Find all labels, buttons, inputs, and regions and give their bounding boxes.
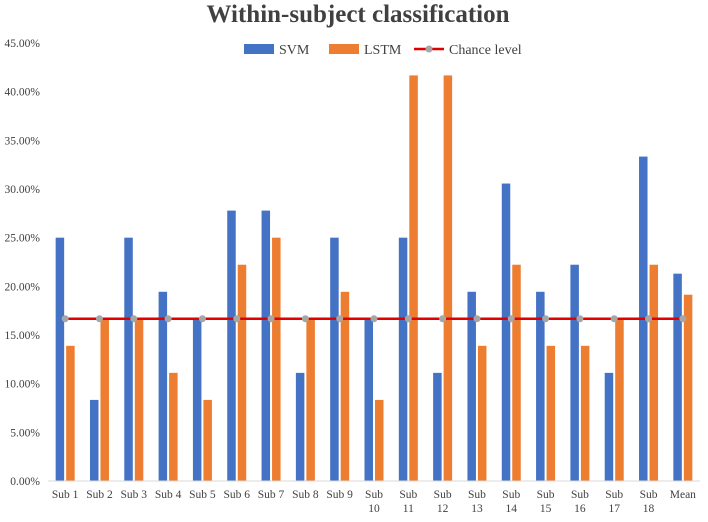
- bar-svm: [192, 318, 202, 481]
- y-tick-label: 40.00%: [5, 87, 41, 99]
- chance-level-marker: [473, 315, 481, 323]
- x-tick-label: Sub 10: [365, 489, 383, 515]
- chance-level-marker: [576, 315, 584, 323]
- bar-lstm: [615, 318, 624, 481]
- chance-level-line: [61, 315, 687, 323]
- bar-lstm: [100, 318, 109, 481]
- x-tick-label: Sub 7: [258, 489, 285, 501]
- x-tick-label: Sub 5: [189, 489, 216, 501]
- legend-swatch-svm: [244, 44, 274, 54]
- bar-svm: [398, 237, 408, 481]
- bar-lstm: [340, 291, 350, 481]
- legend-swatch-lstm: [329, 44, 359, 54]
- bar-svm: [89, 399, 99, 481]
- bar-lstm: [272, 237, 281, 481]
- legend-marker-chance-level: [425, 45, 433, 53]
- bar-lstm: [375, 399, 384, 481]
- y-tick-label: 5.00%: [10, 427, 40, 439]
- bar-lstm: [306, 318, 315, 481]
- y-tick-label: 0.00%: [10, 476, 40, 488]
- bars: [55, 75, 693, 482]
- chance-level-marker: [645, 315, 653, 323]
- chart-title: Within-subject classification: [206, 1, 509, 28]
- x-tick-label: Sub 12: [434, 489, 452, 515]
- chance-level-marker: [610, 315, 618, 323]
- bar-lstm: [580, 345, 590, 481]
- y-tick-label: 45.00%: [5, 38, 41, 50]
- bar-svm: [158, 291, 168, 481]
- y-tick-label: 15.00%: [5, 330, 41, 342]
- x-tick-label: Sub 14: [502, 489, 520, 515]
- y-axis: 0.00% 5.00% 10.00% 15.00% 20.00% 25.00% 30.00%…: [5, 38, 41, 488]
- x-tick-label: Sub 16: [571, 489, 589, 515]
- bar-svm: [673, 273, 682, 481]
- y-tick-label: 35.00%: [5, 135, 41, 147]
- chance-level-marker: [336, 315, 344, 323]
- x-tick-label: Sub 11: [399, 489, 417, 515]
- chance-level-marker: [267, 315, 275, 323]
- x-tick-label: Sub 4: [155, 489, 182, 501]
- bar-svm: [295, 372, 305, 481]
- chance-level-marker: [439, 315, 447, 323]
- chance-level-marker: [61, 315, 69, 323]
- bar-svm: [261, 210, 271, 481]
- bar-lstm: [683, 294, 693, 481]
- x-axis: Sub 1 Sub 2 Sub 3 Sub 4 Sub 5 Sub 6 Sub 7 Sub 8…: [48, 480, 700, 515]
- chance-level-marker: [301, 315, 309, 323]
- x-tick-label: Mean: [670, 489, 696, 501]
- bar-svm: [536, 291, 545, 481]
- x-tick-label: Sub 8: [292, 489, 319, 501]
- bar-svm: [433, 372, 442, 481]
- bar-lstm: [443, 75, 453, 482]
- legend-label: LSTM: [364, 43, 402, 58]
- bar-lstm: [512, 264, 521, 481]
- bar-lstm: [477, 345, 487, 481]
- chance-level-marker: [507, 315, 515, 323]
- bar-svm: [501, 183, 511, 482]
- chance-level-marker: [130, 315, 138, 323]
- x-tick-label: Sub 18: [640, 489, 658, 515]
- bar-lstm: [169, 372, 178, 481]
- bar-svm: [330, 237, 339, 481]
- chance-level-marker: [233, 315, 241, 323]
- chance-level-marker: [370, 315, 378, 323]
- bar-svm: [55, 237, 65, 481]
- legend-label: Chance level: [449, 43, 522, 58]
- bar-svm: [604, 372, 614, 481]
- bar-svm: [124, 237, 133, 481]
- bar-lstm: [546, 345, 556, 481]
- y-tick-label: 30.00%: [5, 184, 41, 196]
- bar-lstm: [66, 345, 75, 481]
- bar-lstm: [409, 75, 418, 482]
- x-tick-label: Sub 17: [605, 489, 623, 515]
- chance-level-marker: [164, 315, 172, 323]
- bar-svm: [570, 264, 579, 481]
- bar-svm: [467, 291, 476, 481]
- bar-lstm: [134, 318, 144, 481]
- bar-svm: [364, 318, 373, 481]
- chance-level-marker: [95, 315, 103, 323]
- x-tick-label: Sub 13: [468, 489, 486, 515]
- x-tick-label: Sub 2: [86, 489, 113, 501]
- bar-lstm: [203, 399, 212, 481]
- x-tick-label: Sub 1: [52, 489, 79, 501]
- bar-svm: [227, 210, 236, 481]
- legend: SVM LSTM Chance level: [244, 43, 522, 58]
- chance-level-marker: [404, 315, 412, 323]
- legend-label: SVM: [279, 43, 310, 58]
- chance-level-marker: [542, 315, 550, 323]
- bar-lstm: [649, 264, 659, 481]
- x-tick-label: Sub 15: [537, 489, 555, 515]
- y-tick-label: 25.00%: [5, 233, 41, 245]
- x-tick-label: Sub 9: [326, 489, 353, 501]
- chance-level-marker: [679, 315, 687, 323]
- x-tick-label: Sub 3: [121, 489, 148, 501]
- bar-lstm: [237, 264, 247, 481]
- y-tick-label: 10.00%: [5, 379, 41, 391]
- chance-level-marker: [198, 315, 206, 323]
- x-tick-label: Sub 6: [223, 489, 250, 501]
- y-tick-label: 20.00%: [5, 281, 41, 293]
